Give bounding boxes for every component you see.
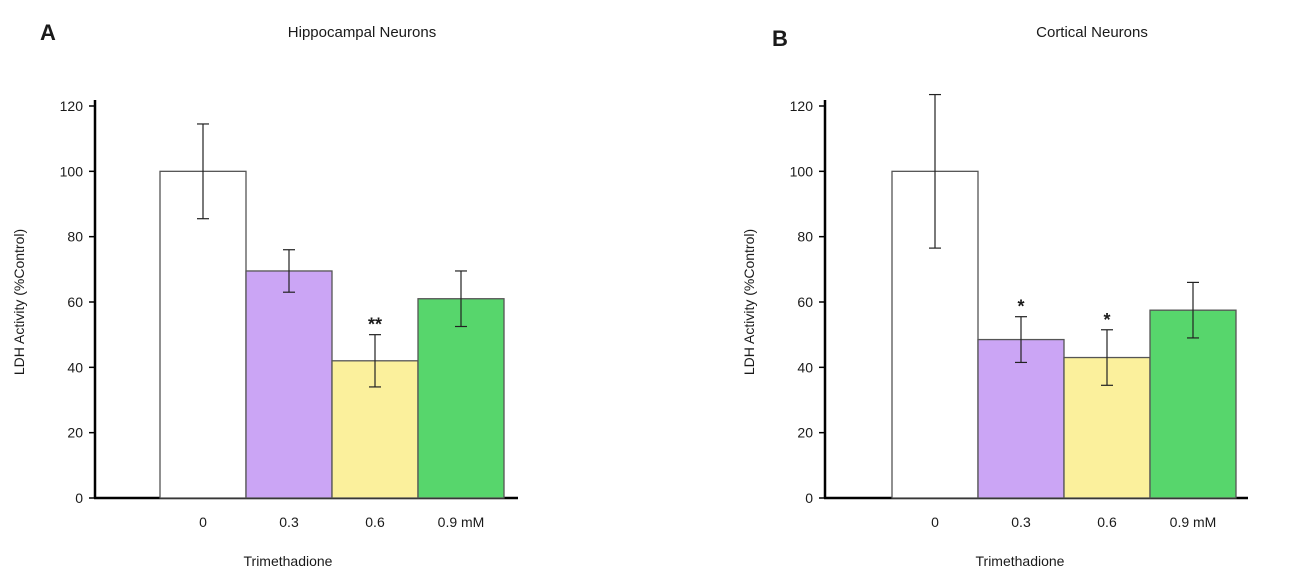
- x-axis-label-a: Trimethadione: [244, 553, 333, 569]
- bar: [977, 338, 1065, 499]
- significance-marker: *: [1017, 297, 1024, 317]
- y-tick-label: 100: [60, 163, 84, 179]
- x-axis-label-b: Trimethadione: [976, 553, 1065, 569]
- x-tick-label: 0: [931, 514, 939, 530]
- chart-title-a: Hippocampal Neurons: [288, 24, 436, 41]
- x-tick-label: 0: [199, 514, 207, 530]
- y-axis-label-b: LDH Activity (%Control): [741, 229, 757, 375]
- panel-a: A Hippocampal Neurons LDH Activity (%Con…: [11, 20, 518, 569]
- y-tick-label: 40: [797, 359, 813, 375]
- y-tick-label: 0: [75, 490, 83, 506]
- bar: [245, 270, 333, 499]
- y-tick-label: 0: [805, 490, 813, 506]
- y-tick-label: 80: [67, 229, 83, 245]
- plot-area-b: 0 20 40 60 80 100 120 0 * 0.3 * 0.6 0.9 mM: [790, 93, 1248, 530]
- y-tick-label: 120: [60, 98, 84, 114]
- y-tick-label: 40: [67, 359, 83, 375]
- x-tick-label: 0.9 mM: [438, 514, 485, 530]
- y-tick-label: 100: [790, 163, 814, 179]
- significance-marker: **: [368, 315, 382, 335]
- y-tick-label: 60: [797, 294, 813, 310]
- y-tick-label: 60: [67, 294, 83, 310]
- plot-area-a: 0 20 40 60 80 100 120 0 0.3 ** 0.6 0.9 mM: [60, 98, 518, 530]
- y-tick-label: 20: [67, 425, 83, 441]
- significance-marker: *: [1103, 310, 1110, 330]
- bar: [159, 170, 247, 499]
- y-axis-label-a: LDH Activity (%Control): [11, 229, 27, 375]
- x-tick-label: 0.6: [1097, 514, 1117, 530]
- bar: [417, 298, 505, 499]
- panel-b: B Cortical Neurons LDH Activity (%Contro…: [741, 24, 1248, 569]
- y-tick-label: 120: [790, 98, 814, 114]
- x-tick-label: 0.9 mM: [1170, 514, 1217, 530]
- panel-letter-b: B: [772, 26, 788, 51]
- x-tick-label: 0.3: [1011, 514, 1031, 530]
- y-tick-label: 20: [797, 425, 813, 441]
- bar: [1149, 309, 1237, 499]
- chart-title-b: Cortical Neurons: [1036, 24, 1148, 41]
- x-tick-label: 0.6: [365, 514, 385, 530]
- panel-letter-a: A: [40, 20, 56, 45]
- x-tick-label: 0.3: [279, 514, 299, 530]
- y-tick-label: 80: [797, 229, 813, 245]
